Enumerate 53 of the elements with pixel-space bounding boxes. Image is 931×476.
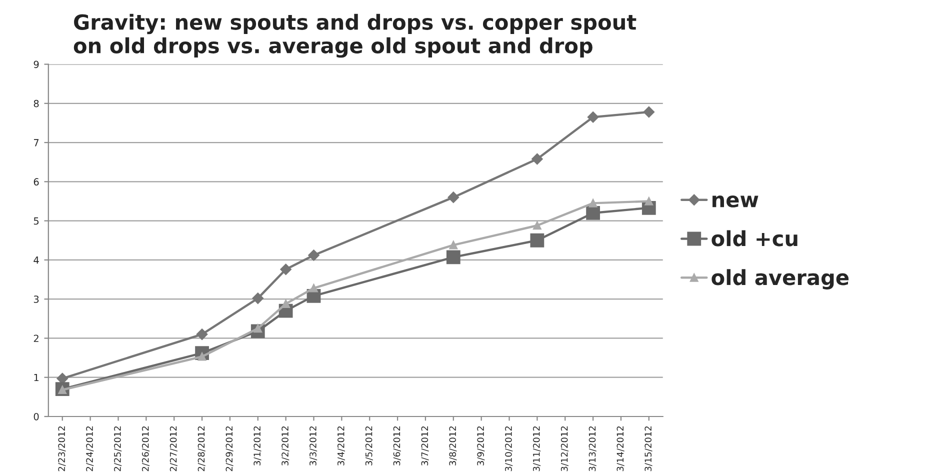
x-tick-label: 3/8/2012	[449, 426, 457, 466]
point	[446, 250, 460, 264]
y-tick-label: 2	[34, 334, 38, 342]
point	[308, 250, 320, 261]
y-tick-label: 1	[34, 374, 38, 382]
x-tick-label: 3/14/2012	[616, 426, 624, 472]
y-tick-label: 4	[34, 256, 39, 264]
x-tick-label: 3/11/2012	[532, 426, 541, 472]
x-tick-label: 2/23/2012	[58, 426, 66, 472]
point	[643, 106, 655, 118]
point	[449, 240, 458, 250]
x-tick-label: 2/28/2012	[198, 426, 206, 472]
point	[310, 284, 318, 292]
y-tick-label: 0	[34, 412, 39, 420]
x-tick-label: 3/15/2012	[644, 426, 652, 472]
y-tick-label: 7	[34, 139, 39, 146]
x-tick-label: 2/27/2012	[170, 426, 178, 472]
x-tick-label: 3/3/2012	[310, 426, 318, 466]
point	[252, 292, 264, 304]
x-tick-label: 3/1/2012	[254, 426, 262, 466]
x-tick-label: 3/7/2012	[421, 426, 429, 466]
point	[530, 233, 544, 248]
point	[588, 199, 598, 208]
point	[196, 328, 208, 340]
point	[282, 300, 290, 308]
x-tick-label: 2/25/2012	[114, 426, 122, 472]
point	[533, 221, 542, 230]
point	[587, 111, 599, 123]
x-tick-label: 3/13/2012	[588, 426, 596, 472]
x-tick-label: 3/9/2012	[477, 426, 485, 466]
point	[532, 153, 543, 165]
point	[448, 192, 460, 203]
x-tick-label: 2/26/2012	[142, 426, 150, 472]
y-tick-label: 3	[34, 296, 39, 303]
x-tick-label: 3/4/2012	[337, 426, 346, 466]
y-tick-label: 5	[34, 217, 39, 225]
x-tick-label: 3/6/2012	[393, 426, 401, 466]
x-tick-label: 3/10/2012	[505, 426, 513, 472]
legend-label: old average	[712, 269, 849, 290]
legend-label: new	[712, 195, 758, 208]
x-tick-label: 3/5/2012	[365, 426, 373, 466]
y-tick-label: 8	[34, 100, 39, 108]
point	[586, 206, 600, 220]
x-tick-label: 2/24/2012	[86, 426, 94, 472]
legend-label: old +cu	[712, 230, 798, 246]
x-tick-label: 2/29/2012	[226, 426, 234, 472]
point	[644, 197, 654, 206]
y-tick-label: 9	[34, 60, 39, 68]
chart-title: Gravity: new spouts and drops vs. copper spout on old drops vs. average old spout and drop	[74, 14, 636, 58]
y-tick-label: 6	[34, 178, 39, 186]
x-tick-label: 3/12/2012	[560, 426, 568, 472]
x-tick-label: 3/2/2012	[282, 426, 290, 466]
point	[280, 264, 292, 275]
